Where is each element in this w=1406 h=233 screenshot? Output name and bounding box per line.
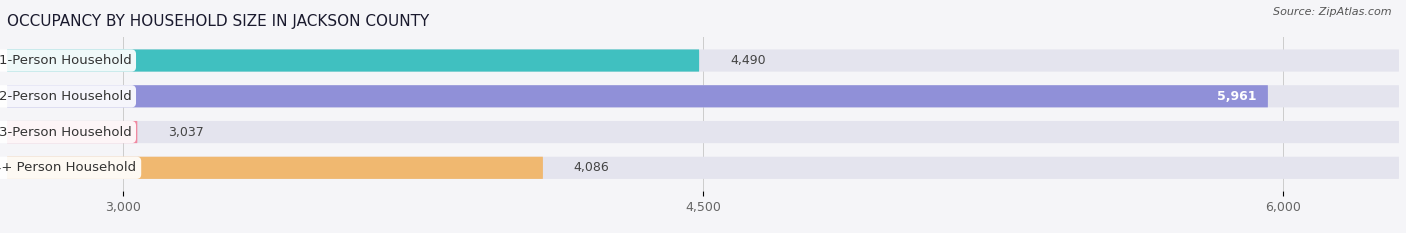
Text: 4,086: 4,086 bbox=[574, 161, 610, 174]
FancyBboxPatch shape bbox=[7, 85, 1268, 107]
FancyBboxPatch shape bbox=[7, 157, 543, 179]
Text: 1-Person Household: 1-Person Household bbox=[0, 54, 131, 67]
Text: 2-Person Household: 2-Person Household bbox=[0, 90, 131, 103]
Text: 4+ Person Household: 4+ Person Household bbox=[0, 161, 136, 174]
Text: OCCUPANCY BY HOUSEHOLD SIZE IN JACKSON COUNTY: OCCUPANCY BY HOUSEHOLD SIZE IN JACKSON C… bbox=[7, 14, 429, 29]
FancyBboxPatch shape bbox=[7, 49, 1399, 72]
Text: 3-Person Household: 3-Person Household bbox=[0, 126, 131, 139]
FancyBboxPatch shape bbox=[7, 121, 138, 143]
FancyBboxPatch shape bbox=[7, 85, 1399, 107]
Text: 4,490: 4,490 bbox=[730, 54, 766, 67]
FancyBboxPatch shape bbox=[7, 157, 1399, 179]
FancyBboxPatch shape bbox=[7, 49, 699, 72]
Text: Source: ZipAtlas.com: Source: ZipAtlas.com bbox=[1274, 7, 1392, 17]
FancyBboxPatch shape bbox=[7, 121, 1399, 143]
Text: 3,037: 3,037 bbox=[169, 126, 204, 139]
Text: 5,961: 5,961 bbox=[1216, 90, 1257, 103]
